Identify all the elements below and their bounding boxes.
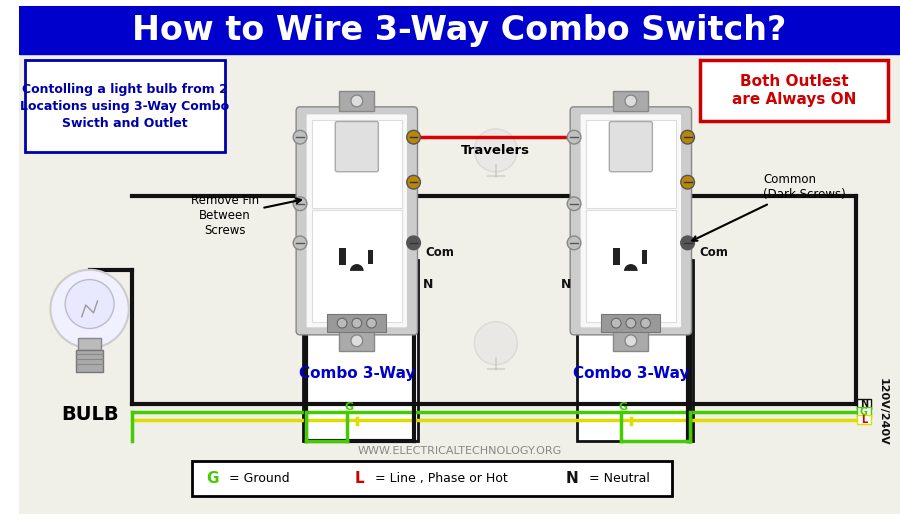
Bar xyxy=(367,250,374,264)
Circle shape xyxy=(407,236,420,250)
Circle shape xyxy=(352,318,362,328)
Circle shape xyxy=(474,129,518,172)
Text: = Ground: = Ground xyxy=(225,472,289,485)
Bar xyxy=(586,210,676,322)
Text: = Neutral: = Neutral xyxy=(585,472,650,485)
Circle shape xyxy=(293,197,307,211)
Text: Combo 3-Way: Combo 3-Way xyxy=(299,366,415,381)
Bar xyxy=(857,399,870,409)
Bar xyxy=(857,407,870,417)
Circle shape xyxy=(293,131,307,144)
Text: Both Outlest
are Always ON: Both Outlest are Always ON xyxy=(732,74,857,108)
Circle shape xyxy=(680,131,695,144)
FancyBboxPatch shape xyxy=(580,114,681,328)
Circle shape xyxy=(338,318,347,328)
Circle shape xyxy=(293,236,307,250)
Bar xyxy=(613,331,649,350)
Circle shape xyxy=(407,131,420,144)
FancyBboxPatch shape xyxy=(25,60,225,152)
Text: Combo 3-Way: Combo 3-Way xyxy=(572,366,689,381)
FancyBboxPatch shape xyxy=(296,107,418,335)
Circle shape xyxy=(641,318,651,328)
Circle shape xyxy=(351,95,363,107)
FancyBboxPatch shape xyxy=(609,122,652,172)
Circle shape xyxy=(474,322,518,365)
Bar xyxy=(328,314,386,332)
Circle shape xyxy=(366,318,376,328)
Wedge shape xyxy=(624,264,638,271)
Bar xyxy=(642,250,647,264)
Text: Common
(Dark Screws): Common (Dark Screws) xyxy=(692,173,846,241)
Circle shape xyxy=(567,197,580,211)
Text: Com: Com xyxy=(699,246,728,259)
Bar xyxy=(339,91,374,111)
Bar xyxy=(78,339,102,350)
Circle shape xyxy=(680,175,695,189)
Circle shape xyxy=(626,318,635,328)
Circle shape xyxy=(680,236,695,250)
Bar xyxy=(311,210,401,322)
Bar xyxy=(339,331,374,350)
Text: G: G xyxy=(207,471,220,486)
Text: = Line , Phase or Hot: = Line , Phase or Hot xyxy=(372,472,508,485)
Text: WWW.ELECTRICALTECHNOLOGY.ORG: WWW.ELECTRICALTECHNOLOGY.ORG xyxy=(357,446,562,456)
Bar xyxy=(857,414,870,424)
Wedge shape xyxy=(350,264,364,271)
Text: How to Wire 3-Way Combo Switch?: How to Wire 3-Way Combo Switch? xyxy=(132,14,787,46)
Bar xyxy=(613,249,620,265)
FancyBboxPatch shape xyxy=(306,114,408,328)
Text: N: N xyxy=(860,399,868,409)
Circle shape xyxy=(625,95,636,107)
Text: Contolling a light bulb from 2
Locations using 3-Way Combo
Swicth and Outlet: Contolling a light bulb from 2 Locations… xyxy=(21,83,230,130)
Bar xyxy=(339,249,346,265)
Text: N: N xyxy=(566,471,579,486)
Bar xyxy=(586,120,676,208)
Circle shape xyxy=(407,175,420,189)
Text: Com: Com xyxy=(426,246,454,259)
FancyBboxPatch shape xyxy=(336,122,378,172)
Bar xyxy=(613,91,649,111)
Text: N: N xyxy=(561,278,572,291)
Circle shape xyxy=(351,335,363,347)
Bar xyxy=(303,260,418,441)
Text: BULB: BULB xyxy=(61,405,119,424)
Bar xyxy=(601,314,661,332)
Bar xyxy=(577,260,692,441)
Circle shape xyxy=(567,131,580,144)
Circle shape xyxy=(65,280,114,329)
Bar xyxy=(311,120,401,208)
Circle shape xyxy=(625,335,636,347)
FancyBboxPatch shape xyxy=(700,60,888,121)
Circle shape xyxy=(611,318,621,328)
Bar xyxy=(19,6,900,55)
FancyBboxPatch shape xyxy=(193,461,672,496)
Text: N: N xyxy=(422,278,433,291)
Text: G: G xyxy=(345,402,354,412)
Circle shape xyxy=(50,270,129,348)
Circle shape xyxy=(567,236,580,250)
FancyBboxPatch shape xyxy=(571,107,691,335)
Text: G: G xyxy=(860,407,868,417)
Text: 120V/240V: 120V/240V xyxy=(878,378,887,446)
Text: Remove Fin
Between
Screws: Remove Fin Between Screws xyxy=(191,194,301,238)
Text: L: L xyxy=(355,471,365,486)
Text: G: G xyxy=(618,402,627,412)
Text: Travelers: Travelers xyxy=(462,144,530,157)
Bar xyxy=(76,350,104,372)
Text: L: L xyxy=(860,414,867,424)
